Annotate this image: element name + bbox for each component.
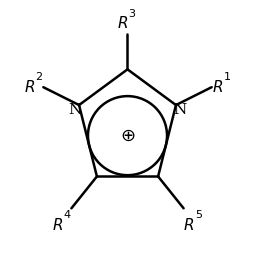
Text: $\mathit{R}$: $\mathit{R}$	[212, 79, 223, 95]
Text: N: N	[172, 103, 186, 117]
Text: $\mathit{R}$: $\mathit{R}$	[182, 217, 194, 233]
Text: $\mathit{R}$: $\mathit{R}$	[52, 217, 63, 233]
Text: 4: 4	[63, 210, 70, 220]
Text: $\mathit{R}$: $\mathit{R}$	[116, 15, 128, 31]
Text: 1: 1	[223, 72, 230, 82]
Text: 3: 3	[128, 9, 135, 19]
Text: $\oplus$: $\oplus$	[119, 127, 135, 145]
Text: 2: 2	[35, 72, 42, 82]
Text: N: N	[68, 103, 82, 117]
Text: $\mathit{R}$: $\mathit{R}$	[24, 79, 35, 95]
Text: 5: 5	[194, 210, 201, 220]
